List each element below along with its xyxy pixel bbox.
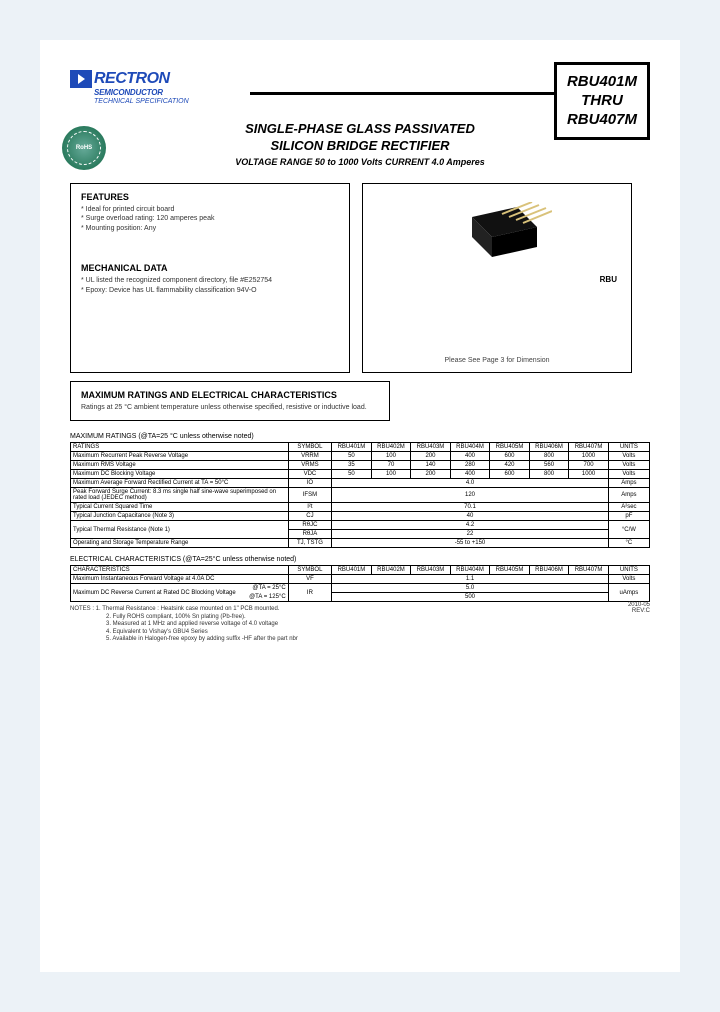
package-note: Please See Page 3 for Dimension	[444, 357, 549, 364]
brand-spec: TECHNICAL SPECIFICATION	[94, 98, 189, 105]
features-list: * Ideal for printed circuit board* Surge…	[81, 205, 339, 233]
package-icon	[442, 202, 552, 272]
brand-name: RECTRON	[94, 70, 170, 88]
notes: NOTES : 1. Thermal Resistance : Heatsink…	[70, 606, 298, 644]
ratings-text: Ratings at 25 °C ambient temperature unl…	[81, 403, 379, 412]
electrical-char-table: CHARACTERISTICSSYMBOLRBU401MRBU402MRBU40…	[70, 565, 650, 602]
ratings-box: MAXIMUM RATINGS AND ELECTRICAL CHARACTER…	[70, 381, 390, 421]
datasheet-page: RECTRON SEMICONDUCTOR TECHNICAL SPECIFIC…	[40, 40, 680, 972]
notes-head: NOTES : 1. Thermal Resistance : Heatsink…	[70, 606, 298, 614]
eco-badge-icon: RoHS	[62, 126, 106, 170]
brand-sub: SEMICONDUCTOR	[94, 88, 189, 97]
title-sub: VOLTAGE RANGE 50 to 1000 Volts CURRENT 4…	[70, 157, 650, 167]
part-line3: RBU407M	[567, 111, 637, 130]
features-mech-box: FEATURES * Ideal for printed circuit boa…	[70, 183, 350, 373]
mech-list: * UL listed the recognized component dir…	[81, 276, 339, 295]
title-line2: SILICON BRIDGE RECTIFIER	[70, 138, 650, 155]
table2-caption: ELECTRICAL CHARACTERISTICS (@TA=25°C unl…	[70, 556, 650, 563]
mech-head: MECHANICAL DATA	[81, 263, 339, 273]
part-line2: THRU	[567, 92, 637, 111]
package-box: RBU Please See Page 3 for Dimension	[362, 183, 632, 373]
mid-row: FEATURES * Ideal for printed circuit boa…	[70, 183, 650, 373]
header: RECTRON SEMICONDUCTOR TECHNICAL SPECIFIC…	[70, 70, 650, 105]
revision: 2010-05 REV:C	[628, 602, 650, 614]
brand-logo: RECTRON SEMICONDUCTOR TECHNICAL SPECIFIC…	[70, 70, 189, 105]
package-label: RBU	[600, 275, 617, 284]
features-head: FEATURES	[81, 192, 339, 202]
ratings-head: MAXIMUM RATINGS AND ELECTRICAL CHARACTER…	[81, 390, 379, 400]
rev-code: REV:C	[628, 608, 650, 614]
table1-caption: MAXIMUM RATINGS (@TA=25 °C unless otherw…	[70, 433, 650, 440]
part-number-box: RBU401M THRU RBU407M	[554, 62, 650, 140]
notes-row: NOTES : 1. Thermal Resistance : Heatsink…	[70, 602, 650, 644]
max-ratings-table: RATINGSSYMBOLRBU401MRBU402MRBU403MRBU404…	[70, 442, 650, 548]
part-line1: RBU401M	[567, 73, 637, 92]
logo-icon	[70, 70, 92, 88]
